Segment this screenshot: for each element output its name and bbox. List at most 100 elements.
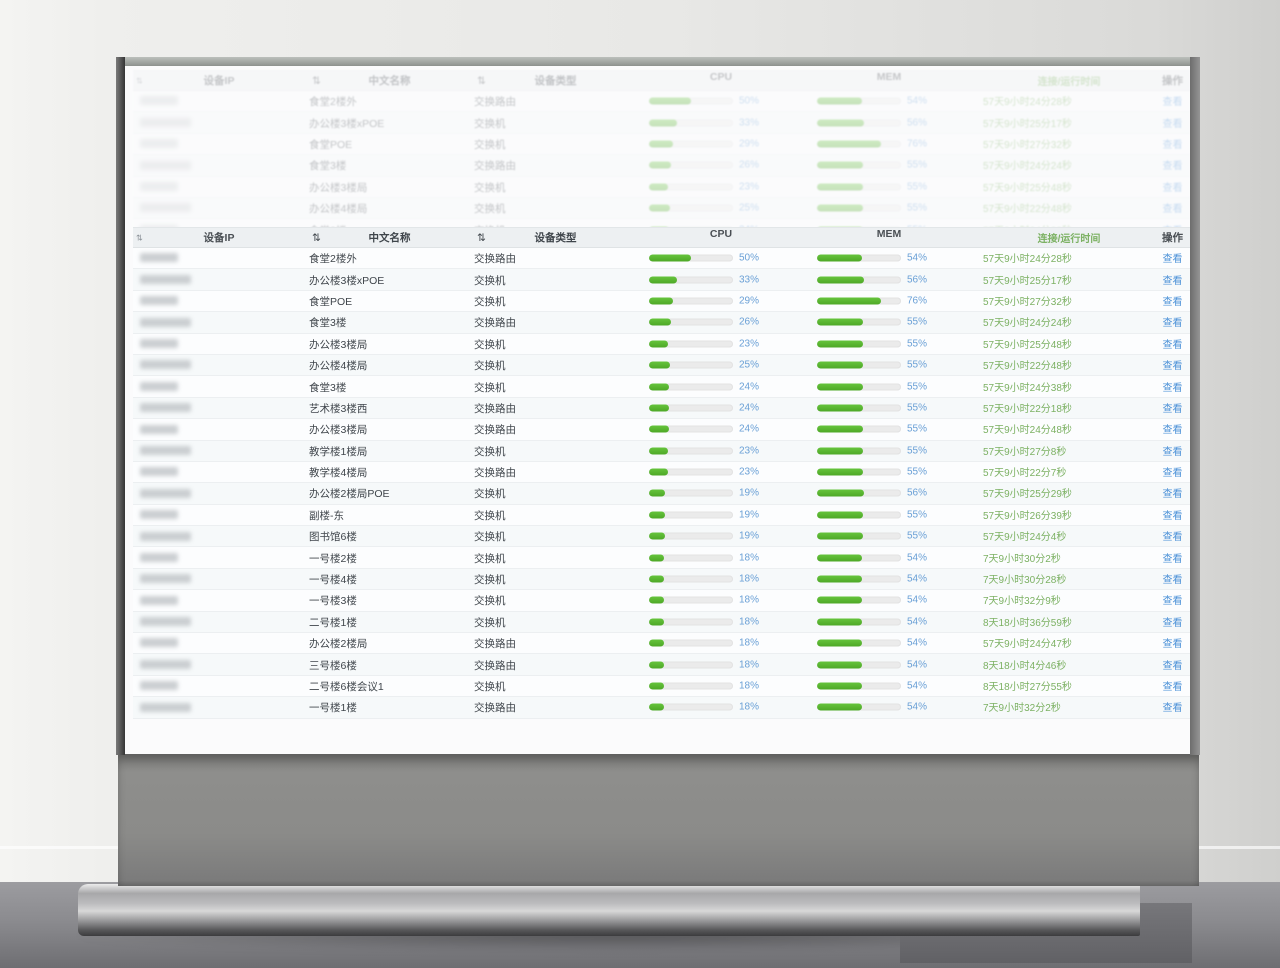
view-link[interactable]: 查看 (1162, 425, 1183, 437)
device-type-cell: 交换机 (474, 595, 506, 608)
mem-percent: 54% (907, 637, 928, 649)
device-type-cell: 交换机 (474, 360, 506, 373)
view-link[interactable]: 查看 (1162, 296, 1183, 308)
mem-cell: 55% (805, 334, 973, 354)
device-name-cell: 食堂2楼外 (309, 253, 357, 266)
table-row: 三号楼6楼 交换路由 18% 54% 8天18小时4分46秒 查看 (133, 654, 1190, 676)
view-link[interactable]: 查看 (1162, 703, 1183, 715)
view-link[interactable]: 查看 (1162, 489, 1183, 501)
view-link[interactable]: 查看 (1162, 204, 1183, 216)
mem-progressbar (817, 554, 901, 562)
view-link[interactable]: 查看 (1162, 161, 1183, 173)
view-link[interactable]: 查看 (1162, 403, 1183, 415)
view-link[interactable]: 查看 (1162, 118, 1183, 130)
view-link[interactable]: 查看 (1162, 382, 1183, 394)
device-name-cell: 办公楼3楼xPOE (309, 117, 385, 130)
device-ip-cell (133, 399, 305, 417)
op-cell: 查看 (1155, 335, 1190, 353)
cpu-cell: 25% (637, 355, 805, 375)
view-link[interactable]: 查看 (1162, 596, 1183, 608)
cpu-progressbar (649, 204, 733, 212)
mem-percent: 54% (907, 616, 928, 628)
view-link[interactable]: 查看 (1162, 254, 1183, 266)
view-link[interactable]: 查看 (1162, 532, 1183, 544)
device-ip-cell (133, 591, 305, 609)
view-link[interactable]: 查看 (1162, 339, 1183, 351)
mem-percent: 56% (907, 117, 928, 129)
view-link[interactable]: 查看 (1162, 617, 1183, 629)
view-link[interactable]: 查看 (1162, 97, 1183, 109)
view-link[interactable]: 查看 (1162, 318, 1183, 330)
mem-percent: 55% (907, 466, 928, 478)
table-row: 食堂POE 交换机 29% 76% 57天9小时27分32秒 查看 (133, 290, 1190, 313)
table-header: ⇅ 设备IP ⇅ 中文名称 ⇅ 设备类型 CPU MEM 连接/运行时间 操作 (133, 227, 1190, 248)
device-type-cell: 交换机 (474, 445, 506, 458)
cpu-percent: 33% (739, 274, 760, 286)
mem-percent: 76% (907, 295, 928, 307)
device-name-cell: 办公楼3楼局 (309, 338, 368, 351)
device-ip-cell (133, 698, 305, 716)
cpu-cell: 33% (637, 269, 805, 289)
view-link[interactable]: 查看 (1162, 361, 1183, 373)
cpu-cell: 23% (637, 462, 805, 482)
column-header-mem: MEM (876, 228, 902, 240)
view-link[interactable]: 查看 (1162, 510, 1183, 522)
view-link[interactable]: 查看 (1162, 639, 1183, 651)
device-type-cell: 交换机 (474, 117, 506, 130)
device-ip-cell (133, 178, 305, 196)
view-link[interactable]: 查看 (1162, 275, 1183, 287)
uptime-cell: 57天9小时26分39秒 (983, 510, 1072, 522)
cpu-progressbar (649, 318, 733, 326)
uptime-cell: 8天18小时36分59秒 (983, 617, 1072, 629)
table-row: 办公楼3楼局 交换机 23% 55% 57天9小时25分48秒 查看 (133, 176, 1190, 198)
column-header-type[interactable]: ⇅ 设备类型 (470, 73, 637, 88)
device-type-cell: 交换机 (474, 509, 506, 522)
view-link[interactable]: 查看 (1162, 468, 1183, 480)
column-header-ip[interactable]: ⇅ 设备IP (136, 75, 235, 87)
op-cell: 查看 (1155, 292, 1190, 310)
view-link[interactable]: 查看 (1162, 575, 1183, 587)
uptime-cell: 57天9小时24分24秒 (983, 161, 1072, 173)
cpu-cell: 23% (637, 334, 805, 354)
column-header-name[interactable]: ⇅ 中文名称 (305, 230, 470, 245)
table-header: ⇅ 设备IP ⇅ 中文名称 ⇅ 设备类型 CPU MEM 连接/运行时间 操作 (133, 70, 1190, 91)
redacted-ip (140, 531, 191, 541)
table-row: 食堂3楼 交换路由 26% 55% 57天9小时24分24秒 查看 (133, 155, 1190, 177)
column-header-type[interactable]: ⇅ 设备类型 (470, 230, 637, 245)
uptime-cell: 57天9小时24分48秒 (983, 425, 1072, 437)
mem-progressbar (817, 532, 901, 540)
view-link[interactable]: 查看 (1162, 553, 1183, 565)
column-header-name[interactable]: ⇅ 中文名称 (305, 73, 470, 88)
uptime-cell: 57天9小时27分32秒 (983, 139, 1072, 151)
redacted-ip (140, 574, 191, 584)
redacted-ip (140, 617, 191, 627)
mem-cell: 54% (805, 697, 973, 717)
mem-percent: 55% (907, 530, 928, 542)
op-cell: 查看 (1155, 178, 1190, 196)
device-ip-cell (133, 249, 305, 267)
cpu-percent: 24% (739, 423, 760, 435)
device-type-cell: 交换路由 (474, 160, 516, 173)
device-type-cell: 交换机 (474, 616, 506, 629)
view-link[interactable]: 查看 (1162, 660, 1183, 672)
view-link[interactable]: 查看 (1162, 446, 1183, 458)
mem-percent: 55% (907, 338, 928, 350)
cpu-cell: 50% (637, 248, 805, 268)
op-cell: 查看 (1155, 591, 1190, 609)
cpu-progressbar (649, 703, 733, 711)
mem-cell: 55% (805, 505, 973, 525)
mem-percent: 55% (907, 509, 928, 521)
uptime-cell: 57天9小时27分32秒 (983, 296, 1072, 308)
view-link[interactable]: 查看 (1162, 139, 1183, 151)
redacted-ip (140, 595, 178, 605)
table-row: 食堂2楼外 交换路由 50% 54% 57天9小时24分28秒 查看 (133, 248, 1190, 270)
view-link[interactable]: 查看 (1162, 682, 1183, 693)
column-header-ip[interactable]: ⇅ 设备IP (136, 232, 235, 244)
device-ip-cell (133, 506, 305, 524)
uptime-cell: 57天9小时24分47秒 (983, 639, 1072, 651)
view-link[interactable]: 查看 (1162, 182, 1183, 194)
cpu-cell: 50% (637, 91, 805, 111)
table-row: 办公楼3楼xPOE 交换机 33% 56% 57天9小时25分17秒 查看 (133, 112, 1190, 134)
uptime-cell: 57天9小时24分28秒 (983, 97, 1072, 109)
table-row: 办公楼4楼局 交换机 25% 55% 57天9小时22分48秒 查看 (133, 354, 1190, 377)
